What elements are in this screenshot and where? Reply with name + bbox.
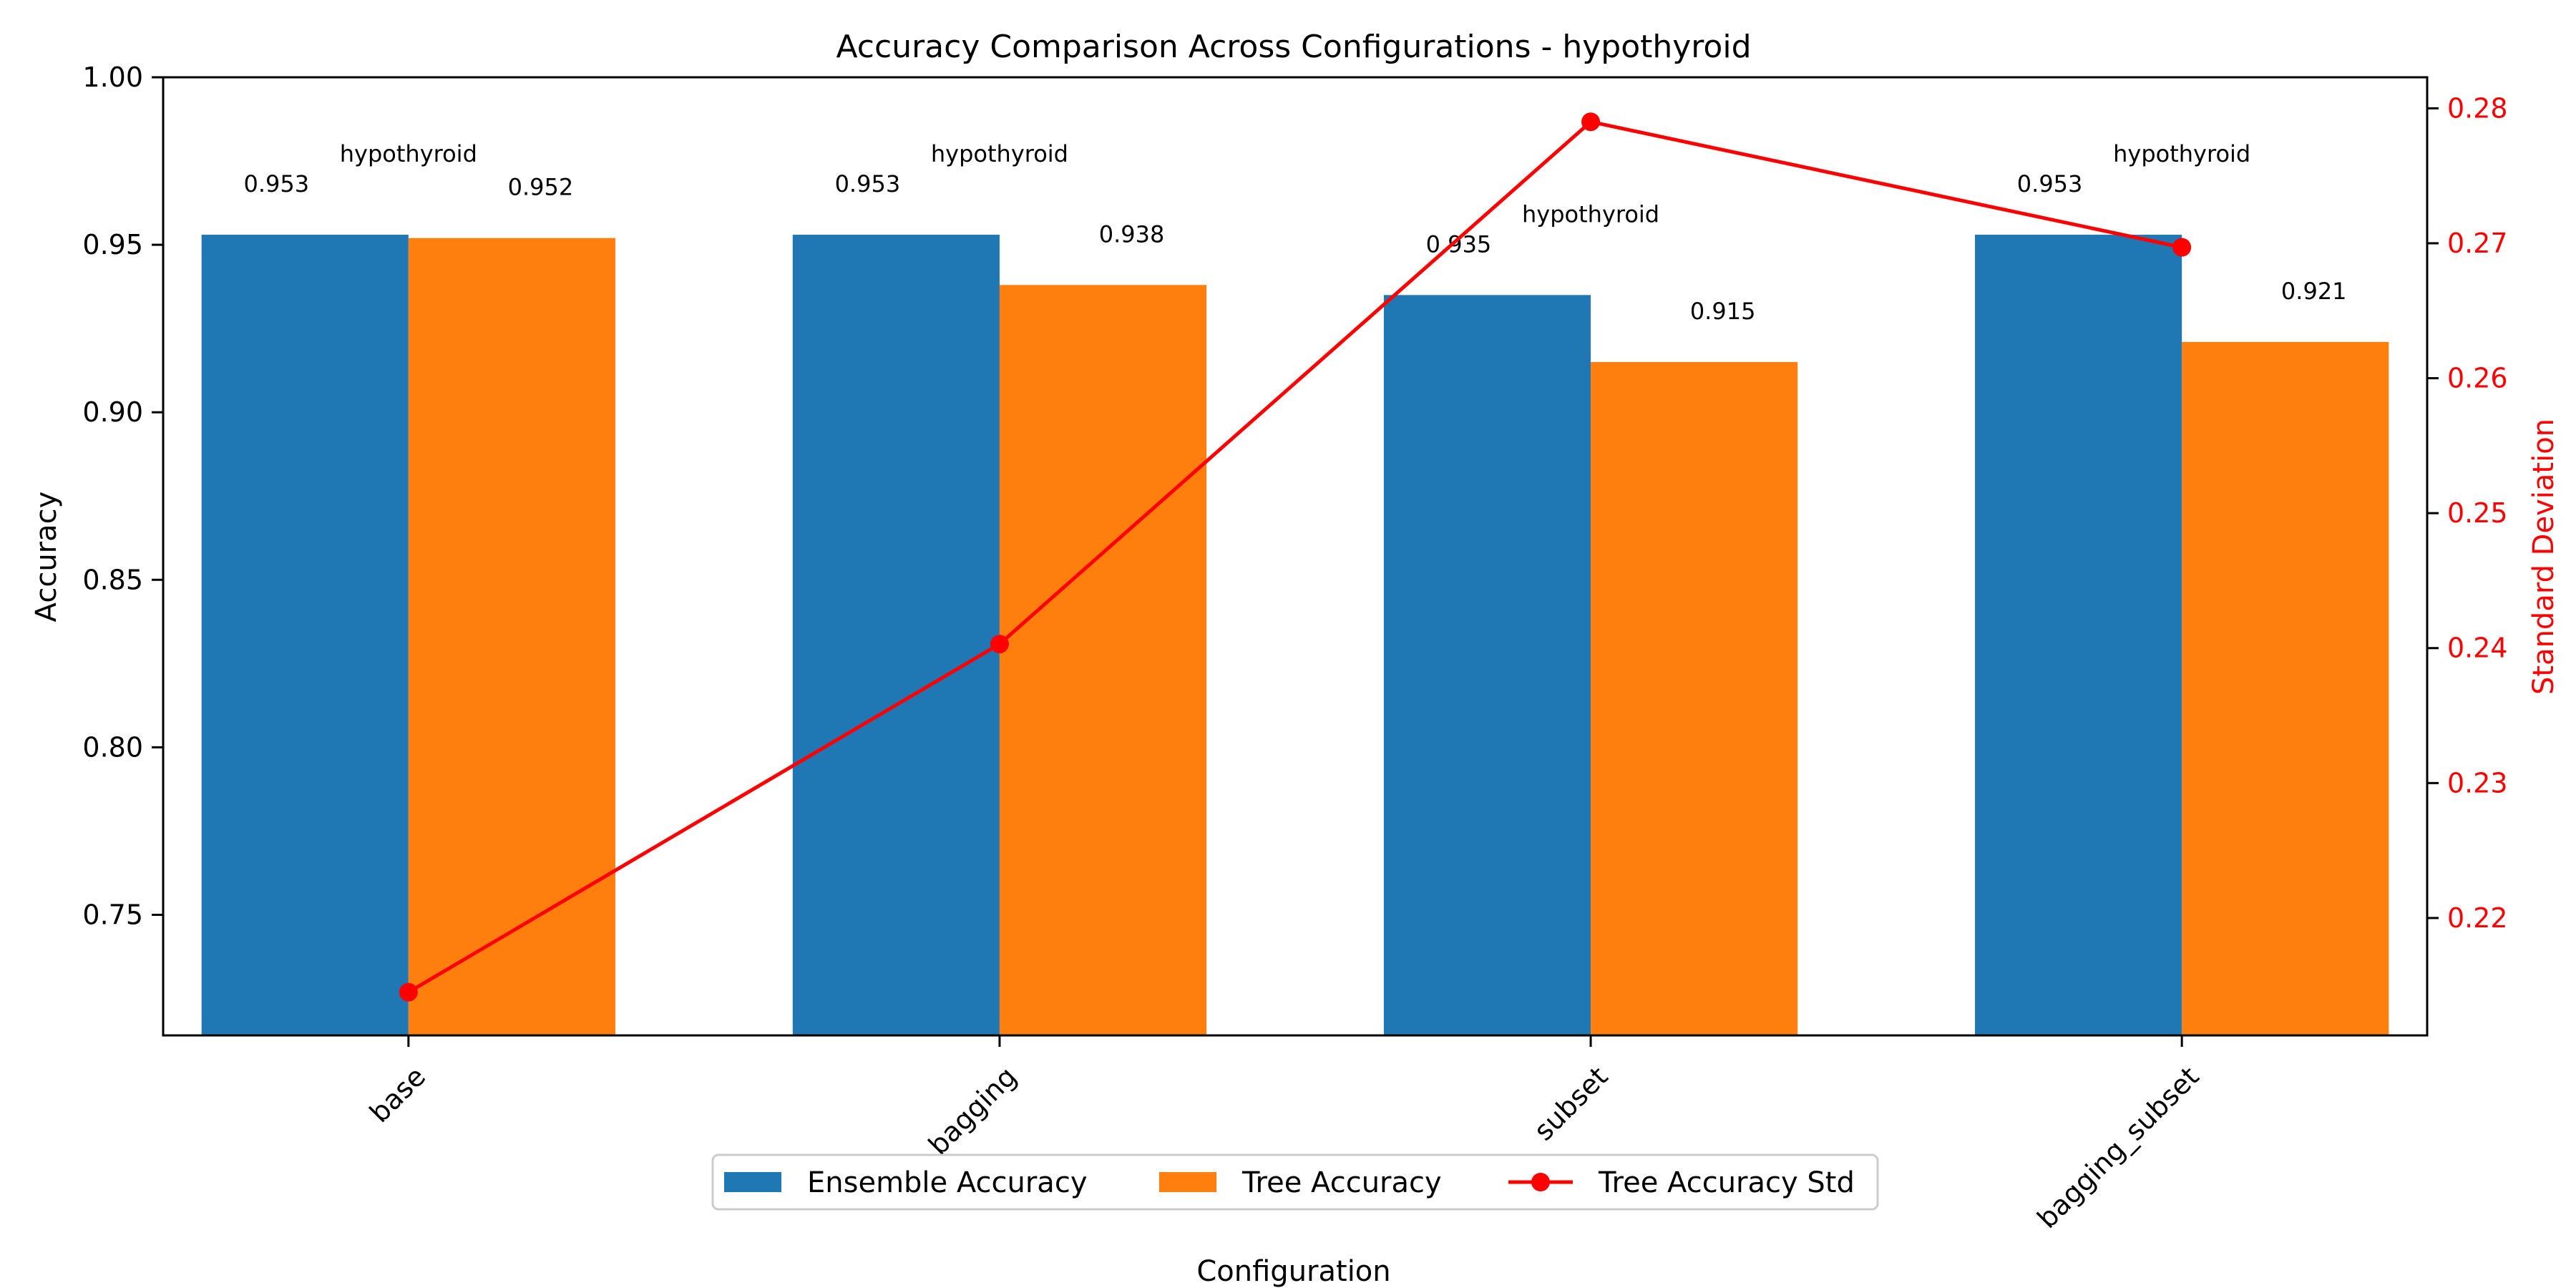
bar-tree-bagging_subset	[2182, 341, 2389, 1035]
bar-value-label-ensemble-subset: 0.935	[1426, 230, 1492, 258]
legend-label-2: Tree Accuracy Std	[1598, 1166, 1855, 1199]
bar-tree-base	[408, 238, 615, 1035]
bar-tree-subset	[1591, 361, 1798, 1035]
legend-swatch-ensemble	[724, 1172, 781, 1192]
y2-tick-label: 0.28	[2447, 92, 2508, 124]
group-annotation-bagging_subset: hypothyroid	[2113, 140, 2250, 167]
std-point-bagging_subset	[2172, 238, 2192, 257]
legend-label-1: Tree Accuracy	[1241, 1166, 1442, 1199]
bar-value-label-ensemble-bagging: 0.953	[835, 170, 901, 197]
group-annotation-subset: hypothyroid	[1522, 200, 1659, 228]
x-axis-label: Configuration	[1196, 1255, 1390, 1288]
std-point-subset	[1581, 112, 1601, 132]
y-tick-label: 0.85	[82, 564, 143, 595]
x-tick-label: base	[364, 1060, 431, 1128]
y-tick-label: 0.75	[82, 899, 143, 930]
legend-swatch-marker	[1531, 1173, 1550, 1191]
plot-area: 0.953 0.952 hypothyroid 0.953 0.938 hypothyro…	[82, 62, 2507, 1234]
y-tick-label: 0.80	[82, 731, 143, 763]
group-annotation-base: hypothyroid	[340, 140, 477, 167]
y-tick-label: 0.90	[82, 396, 143, 428]
bar-value-label-ensemble-base: 0.953	[243, 170, 309, 197]
y-tick-label: 0.95	[82, 229, 143, 260]
y2-tick-label: 0.23	[2447, 767, 2508, 799]
bar-tree-bagging	[999, 285, 1207, 1036]
bar-value-label-tree-bagging_subset: 0.921	[2281, 278, 2347, 305]
bar-value-label-ensemble-bagging_subset: 0.953	[2017, 170, 2083, 197]
y2-tick-label: 0.24	[2447, 633, 2508, 664]
y2-axis-label: Standard Deviation	[2527, 419, 2560, 695]
bar-ensemble-subset	[1383, 295, 1591, 1036]
bar-value-label-tree-base: 0.952	[508, 174, 574, 201]
bar-ensemble-bagging_subset	[1975, 235, 2182, 1036]
std-line	[407, 119, 2182, 994]
y2-tick-label: 0.25	[2447, 497, 2508, 529]
y2-tick-label: 0.22	[2447, 902, 2508, 934]
plot-frame	[162, 76, 2429, 1037]
x-tick-label: subset	[1528, 1060, 1614, 1146]
y2-tick-label: 0.26	[2447, 363, 2508, 394]
legend-label-0: Ensemble Accuracy	[807, 1166, 1087, 1199]
y-tick-label: 1.00	[82, 62, 143, 93]
x-tick-label: bagging_subset	[2031, 1060, 2205, 1234]
std-point-bagging	[990, 635, 1009, 654]
bar-ensemble-bagging	[792, 235, 1000, 1036]
legend: Ensemble Accuracy Tree Accuracy Tree Accur…	[711, 1153, 1879, 1211]
y2-tick-label: 0.27	[2447, 228, 2508, 259]
legend-swatch-tree	[1159, 1172, 1216, 1192]
legend-frame	[711, 1153, 1879, 1211]
chart-title: Accuracy Comparison Across Configuration…	[836, 29, 1751, 65]
x-tick-label: bagging	[922, 1060, 1023, 1161]
group-annotation-bagging: hypothyroid	[931, 140, 1068, 167]
bar-ensemble-base	[201, 235, 409, 1036]
y-axis-label: Accuracy	[30, 492, 63, 623]
bar-value-label-tree-subset: 0.915	[1690, 298, 1756, 325]
bar-value-label-tree-bagging: 0.938	[1099, 220, 1165, 248]
std-point-base	[399, 982, 418, 1002]
